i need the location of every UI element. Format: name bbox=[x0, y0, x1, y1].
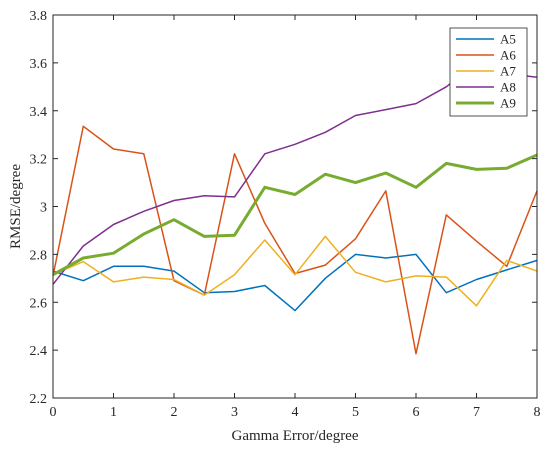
y-tick-label: 3.6 bbox=[30, 57, 48, 72]
series-line-a9 bbox=[52, 153, 538, 277]
x-tick-label: 7 bbox=[473, 405, 480, 420]
x-tick-label: 6 bbox=[413, 405, 420, 420]
series-line-a6 bbox=[52, 125, 538, 355]
x-tick-label: 1 bbox=[110, 405, 117, 420]
series-line-a5 bbox=[52, 253, 538, 312]
legend-label-a5: A5 bbox=[500, 32, 516, 47]
y-tick-label: 2.4 bbox=[30, 344, 48, 359]
x-tick-label: 4 bbox=[292, 405, 299, 420]
series-line-a7 bbox=[52, 235, 538, 307]
ticks: 0 1 2 3 4 5 6 7 8 2.2 2.4 2.6 2.8 3 3.2 3.4 3.6 3.8 bbox=[30, 9, 541, 420]
legend-box bbox=[449, 27, 528, 117]
y-tick-label: 2.8 bbox=[30, 248, 48, 263]
legend-label-a9: A9 bbox=[500, 96, 516, 111]
x-tick-label: 3 bbox=[231, 405, 238, 420]
x-tick-label: 0 bbox=[50, 405, 57, 420]
y-tick-label: 2.6 bbox=[30, 296, 48, 311]
y-tick-label: 3.8 bbox=[30, 9, 48, 24]
y-tick-label: 3.4 bbox=[30, 105, 48, 120]
y-tick-label: 3.2 bbox=[30, 153, 48, 168]
x-tick-label: 5 bbox=[352, 405, 359, 420]
y-tick-label: 2.2 bbox=[30, 392, 48, 407]
legend-label-a8: A8 bbox=[500, 80, 516, 95]
x-tick-label: 8 bbox=[534, 405, 541, 420]
legend-label-a7: A7 bbox=[500, 64, 516, 79]
x-tick-label: 2 bbox=[171, 405, 178, 420]
legend-label-a6: A6 bbox=[500, 48, 516, 63]
y-tick-label: 3 bbox=[40, 201, 47, 216]
x-axis-label: Gamma Error/degree bbox=[231, 428, 358, 444]
y-axis-label: RMSE/degree bbox=[8, 164, 24, 249]
